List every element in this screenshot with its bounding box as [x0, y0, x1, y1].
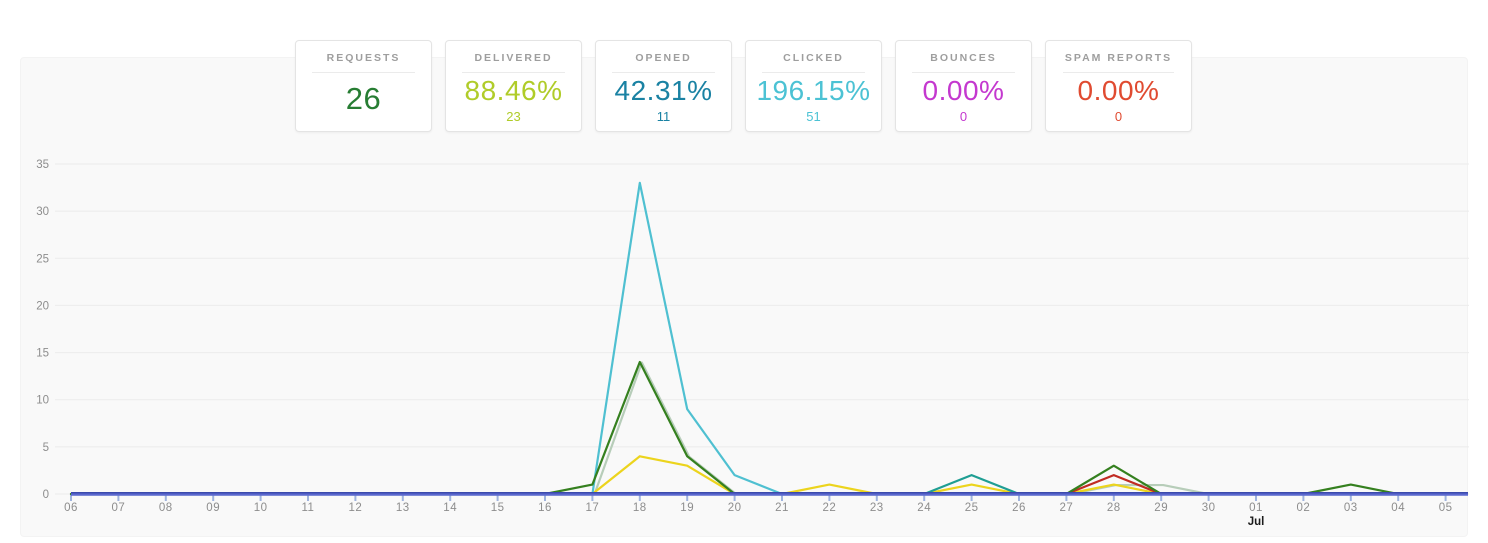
y-axis-label: 0 [43, 489, 49, 501]
stat-card-value: 88.46% [464, 74, 563, 106]
x-axis-label: 09 [206, 502, 220, 514]
x-axis-label: 18 [633, 502, 647, 514]
stat-card-subvalue: 0 [959, 108, 968, 124]
stat-card-delivered[interactable]: DELIVERED 88.46% 23 [445, 40, 582, 132]
stat-card-label: SPAM REPORTS [1064, 52, 1173, 64]
stat-card-subvalue: 11 [656, 108, 671, 124]
x-axis-label: 29 [1154, 502, 1168, 514]
x-axis-label: 27 [1060, 502, 1074, 514]
y-axis-label: 25 [36, 253, 49, 265]
x-axis-label: 04 [1391, 502, 1405, 514]
x-axis-label: 28 [1107, 502, 1121, 514]
x-axis-label: 16 [538, 502, 552, 514]
dark-green-line [69, 360, 1447, 496]
x-axis-label: 20 [728, 502, 742, 514]
y-axis-label: 30 [36, 206, 49, 218]
stat-card-value: 42.31% [614, 74, 713, 106]
pale-green-line [71, 361, 1449, 496]
y-axis-label: 15 [36, 348, 49, 360]
y-axis-label: 5 [43, 442, 49, 454]
x-axis-label: 22 [823, 502, 837, 514]
stat-card-subvalue: 23 [506, 108, 521, 124]
x-axis-label: 21 [775, 502, 789, 514]
stat-card-spam-reports[interactable]: SPAM REPORTS 0.00% 0 [1045, 40, 1192, 132]
card-divider [312, 72, 415, 73]
stat-card-value: 0.00% [922, 74, 1005, 106]
stat-cards-row: REQUESTS 26 DELIVERED 88.46% 23 OPENED 4… [295, 40, 1192, 132]
stat-card-value: 196.15% [756, 74, 871, 106]
card-divider [912, 72, 1015, 73]
x-axis-label: 24 [917, 502, 931, 514]
x-axis-label: 02 [1297, 502, 1311, 514]
stat-card-bounces[interactable]: BOUNCES 0.00% 0 [895, 40, 1032, 132]
stat-card-label: REQUESTS [326, 52, 401, 64]
y-axis-label: 10 [36, 395, 49, 407]
x-axis-label: 05 [1439, 502, 1453, 514]
x-axis-label: 06 [64, 502, 78, 514]
x-axis-label: 12 [349, 502, 363, 514]
stat-card-opened[interactable]: OPENED 42.31% 11 [595, 40, 732, 132]
x-axis-label: 19 [680, 502, 694, 514]
y-axis-label: 35 [36, 159, 49, 171]
x-axis-label: 26 [1012, 502, 1026, 514]
yellow-line [69, 455, 1447, 496]
x-axis-label: 15 [491, 502, 505, 514]
card-divider [1063, 72, 1174, 73]
stat-card-subvalue: 51 [806, 108, 821, 124]
stat-card-label: CLICKED [783, 52, 844, 64]
chart-panel: 0 5 10 15 20 25 30 35 06 07 08 09 10 11 12 13 14 15 16 17 18… [20, 57, 1469, 537]
x-axis-label: 11 [302, 502, 315, 514]
stat-card-label: BOUNCES [930, 52, 997, 64]
x-axis-label: 01 [1249, 502, 1263, 514]
stat-card-label: OPENED [635, 52, 692, 64]
card-divider [462, 72, 565, 73]
y-axis-label: 20 [36, 300, 49, 312]
x-axis-label: 30 [1202, 502, 1216, 514]
x-axis-label: 14 [443, 502, 457, 514]
month-label: Jul [1248, 516, 1265, 528]
card-divider [762, 72, 865, 73]
stat-card-requests[interactable]: REQUESTS 26 [295, 40, 432, 132]
stat-card-value: 0.00% [1077, 74, 1160, 106]
x-axis-label: 25 [965, 502, 979, 514]
x-axis-label: 03 [1344, 502, 1358, 514]
x-axis-label: 17 [586, 502, 600, 514]
x-axis-label: 08 [159, 502, 173, 514]
x-axis-label: 10 [254, 502, 268, 514]
x-axis-label: 13 [396, 502, 410, 514]
stat-card-value: 26 [345, 81, 382, 116]
stat-card-subvalue: 0 [1114, 108, 1123, 124]
x-axis-label: 23 [870, 502, 884, 514]
stat-card-label: DELIVERED [474, 52, 553, 64]
stat-card-clicked[interactable]: CLICKED 196.15% 51 [745, 40, 882, 132]
card-divider [612, 72, 715, 73]
x-axis-label: 07 [112, 502, 126, 514]
